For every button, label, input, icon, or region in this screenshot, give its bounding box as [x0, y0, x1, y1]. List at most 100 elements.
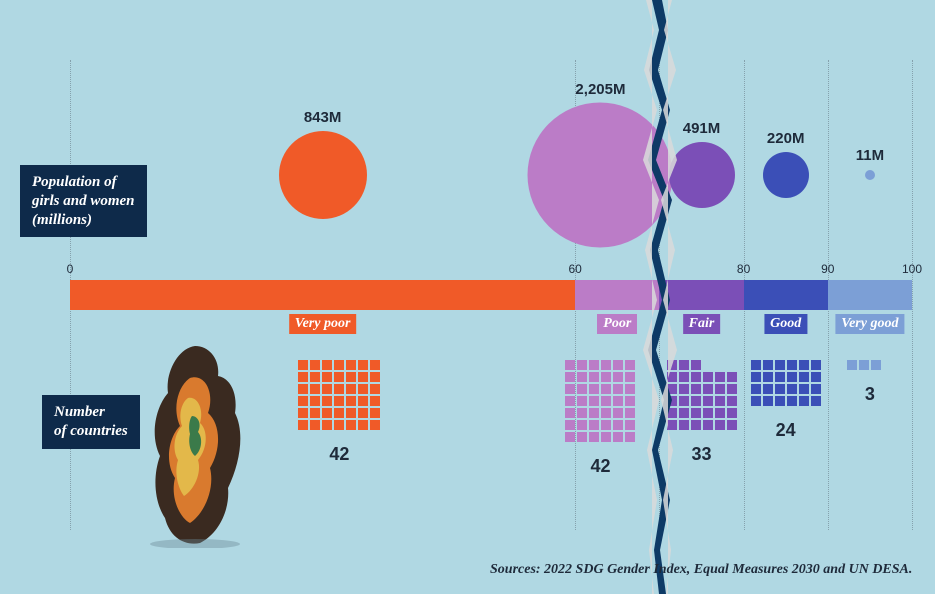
country-square [589, 396, 599, 406]
country-square [370, 384, 380, 394]
country-square [613, 408, 623, 418]
country-square [763, 372, 773, 382]
caption-population-l3: (millions) [32, 212, 92, 228]
caption-population: Population of girls and women (millions) [20, 165, 147, 237]
country-square [358, 408, 368, 418]
country-square [322, 396, 332, 406]
country-square [577, 432, 587, 442]
caption-countries-l2: of countries [54, 423, 128, 439]
country-count-fair: 33 [691, 444, 711, 465]
country-square [667, 372, 677, 382]
country-square [775, 372, 785, 382]
country-square [322, 408, 332, 418]
axis-tick: 80 [737, 262, 750, 276]
country-square [358, 396, 368, 406]
caption-population-l1: Population of [32, 174, 117, 190]
country-square [625, 408, 635, 418]
country-square [589, 408, 599, 418]
country-square [577, 420, 587, 430]
country-square [565, 360, 575, 370]
country-square [322, 420, 332, 430]
country-square [811, 396, 821, 406]
country-square [589, 360, 599, 370]
country-square [715, 408, 725, 418]
axis-tick: 0 [67, 262, 74, 276]
country-square [334, 384, 344, 394]
country-square [727, 420, 737, 430]
country-square [346, 396, 356, 406]
country-square [727, 372, 737, 382]
country-grid-poor [565, 360, 635, 442]
country-grid-good [751, 360, 821, 406]
axis-tick: 60 [569, 262, 582, 276]
country-square [334, 360, 344, 370]
country-square [577, 372, 587, 382]
population-label-good: 220M [767, 130, 805, 147]
country-square [691, 420, 701, 430]
country-square [625, 420, 635, 430]
country-square [751, 372, 761, 382]
country-square [370, 420, 380, 430]
sources-text: Sources: 2022 SDG Gender Index, Equal Me… [490, 562, 912, 578]
category-label-very_poor: Very poor [289, 314, 357, 334]
country-square [565, 396, 575, 406]
country-square [625, 384, 635, 394]
country-square [715, 384, 725, 394]
country-square [310, 360, 320, 370]
country-square [811, 372, 821, 382]
country-grid-very_good [847, 360, 893, 370]
country-count-very_poor: 42 [329, 444, 349, 465]
caption-countries: Number of countries [42, 395, 140, 449]
country-square [775, 360, 785, 370]
country-square [667, 420, 677, 430]
country-square [727, 384, 737, 394]
country-grid-fair [667, 360, 737, 430]
country-square [613, 360, 623, 370]
country-square [703, 384, 713, 394]
country-square [751, 360, 761, 370]
country-square [727, 396, 737, 406]
country-square [775, 396, 785, 406]
country-square [601, 360, 611, 370]
country-square [613, 384, 623, 394]
country-square [601, 384, 611, 394]
country-square [625, 372, 635, 382]
country-square [601, 408, 611, 418]
axis-tick: 0 [656, 262, 663, 276]
country-square [667, 396, 677, 406]
country-square [703, 408, 713, 418]
country-square [322, 372, 332, 382]
country-square [334, 372, 344, 382]
country-square [625, 432, 635, 442]
country-square [346, 360, 356, 370]
country-square [715, 420, 725, 430]
caption-countries-l1: Number [54, 404, 105, 420]
country-square [799, 372, 809, 382]
country-square [703, 396, 713, 406]
category-label-fair: Fair [683, 314, 721, 334]
country-square [589, 432, 599, 442]
country-square [775, 384, 785, 394]
category-label-very_good: Very good [835, 314, 904, 334]
country-square [679, 396, 689, 406]
country-square [691, 372, 701, 382]
country-square [310, 372, 320, 382]
axis-band-very_good [828, 280, 912, 310]
country-square [358, 384, 368, 394]
country-square [667, 384, 677, 394]
axis-band-poor [575, 280, 659, 310]
country-square [577, 396, 587, 406]
axis-band-very_poor [70, 280, 575, 310]
country-square [298, 396, 308, 406]
country-square [679, 420, 689, 430]
country-square [715, 396, 725, 406]
country-square [667, 360, 677, 370]
population-bubble-good [763, 152, 809, 198]
country-square [346, 384, 356, 394]
country-count-poor: 42 [590, 456, 610, 477]
country-square [346, 408, 356, 418]
country-square [589, 420, 599, 430]
country-square [691, 396, 701, 406]
country-square [691, 408, 701, 418]
country-count-very_good: 3 [865, 384, 875, 405]
